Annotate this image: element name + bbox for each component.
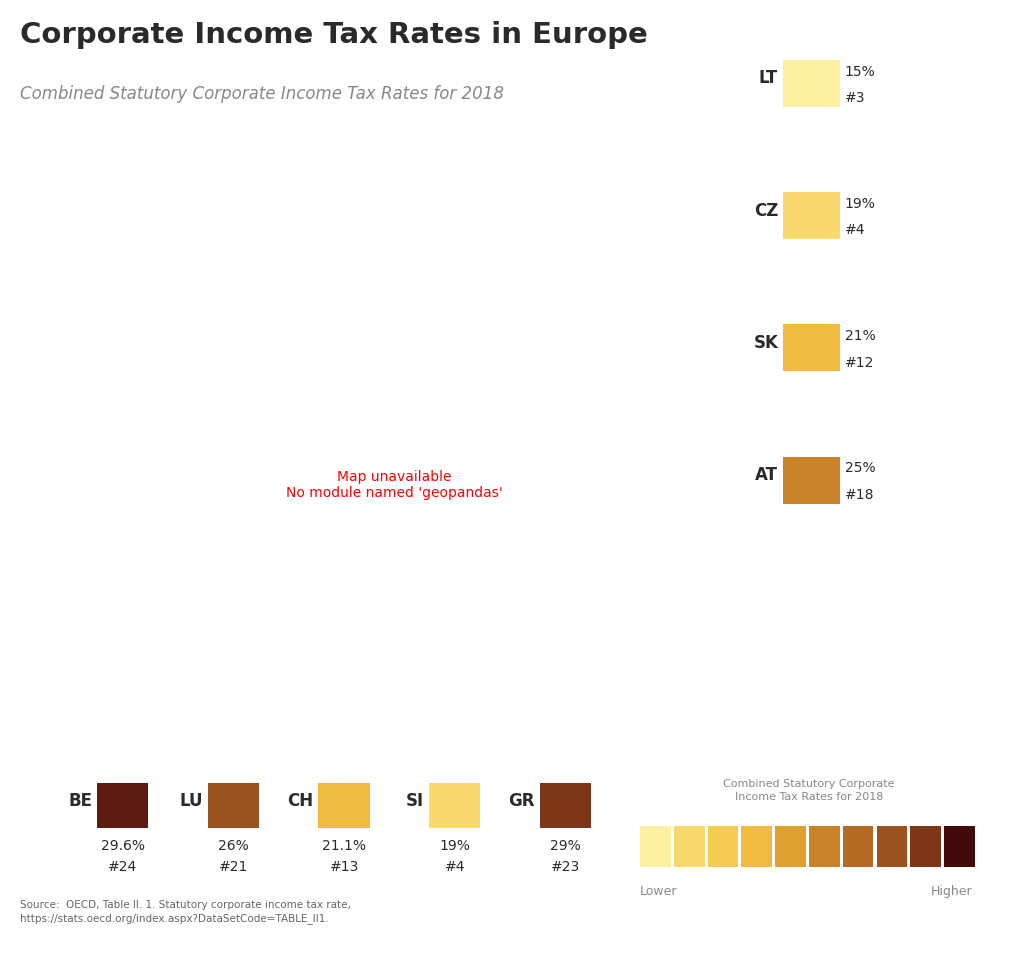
Text: #13: #13 bbox=[330, 860, 358, 874]
Bar bbox=[809, 826, 840, 867]
Text: GR: GR bbox=[508, 792, 535, 809]
Text: 19%: 19% bbox=[845, 197, 876, 211]
Bar bbox=[910, 826, 941, 867]
Text: SK: SK bbox=[754, 334, 778, 352]
Bar bbox=[877, 826, 907, 867]
Bar bbox=[775, 826, 806, 867]
Text: 26%: 26% bbox=[218, 839, 249, 853]
Text: 15%: 15% bbox=[845, 65, 876, 78]
Text: LU: LU bbox=[179, 792, 203, 809]
Text: Source:  OECD, Table II. 1. Statutory corporate income tax rate,
https://stats.o: Source: OECD, Table II. 1. Statutory cor… bbox=[20, 900, 351, 924]
Bar bbox=[540, 783, 591, 828]
Text: 29%: 29% bbox=[550, 839, 581, 853]
Text: #4: #4 bbox=[845, 223, 865, 237]
Text: SI: SI bbox=[406, 792, 424, 809]
Bar bbox=[783, 457, 840, 504]
Bar bbox=[97, 783, 148, 828]
Bar bbox=[783, 60, 840, 107]
Bar bbox=[208, 783, 259, 828]
Text: BE: BE bbox=[69, 792, 92, 809]
Text: Combined Statutory Corporate Income Tax Rates for 2018: Combined Statutory Corporate Income Tax … bbox=[20, 85, 505, 103]
Text: #18: #18 bbox=[845, 488, 874, 502]
Text: @TaxFoundation: @TaxFoundation bbox=[841, 938, 1006, 956]
Bar bbox=[708, 826, 738, 867]
Text: Corporate Income Tax Rates in Europe: Corporate Income Tax Rates in Europe bbox=[20, 21, 648, 49]
Bar bbox=[674, 826, 705, 867]
Bar bbox=[783, 192, 840, 239]
Text: 21.1%: 21.1% bbox=[323, 839, 366, 853]
Bar bbox=[318, 783, 370, 828]
Text: Lower: Lower bbox=[640, 885, 678, 898]
Text: LT: LT bbox=[759, 70, 778, 87]
Text: #23: #23 bbox=[551, 860, 580, 874]
Bar bbox=[783, 324, 840, 371]
Bar bbox=[741, 826, 772, 867]
Text: #12: #12 bbox=[845, 356, 874, 369]
Text: CH: CH bbox=[287, 792, 313, 809]
Text: #21: #21 bbox=[219, 860, 248, 874]
Bar bbox=[843, 826, 873, 867]
Text: 29.6%: 29.6% bbox=[101, 839, 144, 853]
Text: #4: #4 bbox=[444, 860, 465, 874]
Bar bbox=[429, 783, 480, 828]
Text: 19%: 19% bbox=[439, 839, 470, 853]
Text: 21%: 21% bbox=[845, 329, 876, 343]
Text: Higher: Higher bbox=[931, 885, 973, 898]
Text: CZ: CZ bbox=[754, 202, 778, 220]
Text: Combined Statutory Corporate
Income Tax Rates for 2018: Combined Statutory Corporate Income Tax … bbox=[723, 779, 895, 803]
Text: #3: #3 bbox=[845, 91, 865, 105]
Text: #24: #24 bbox=[109, 860, 137, 874]
Text: 25%: 25% bbox=[845, 462, 876, 475]
Bar bbox=[640, 826, 671, 867]
Text: TAX FOUNDATION: TAX FOUNDATION bbox=[18, 938, 198, 956]
Bar bbox=[944, 826, 975, 867]
Text: Map unavailable
No module named 'geopandas': Map unavailable No module named 'geopand… bbox=[286, 470, 503, 500]
Text: AT: AT bbox=[756, 466, 778, 484]
